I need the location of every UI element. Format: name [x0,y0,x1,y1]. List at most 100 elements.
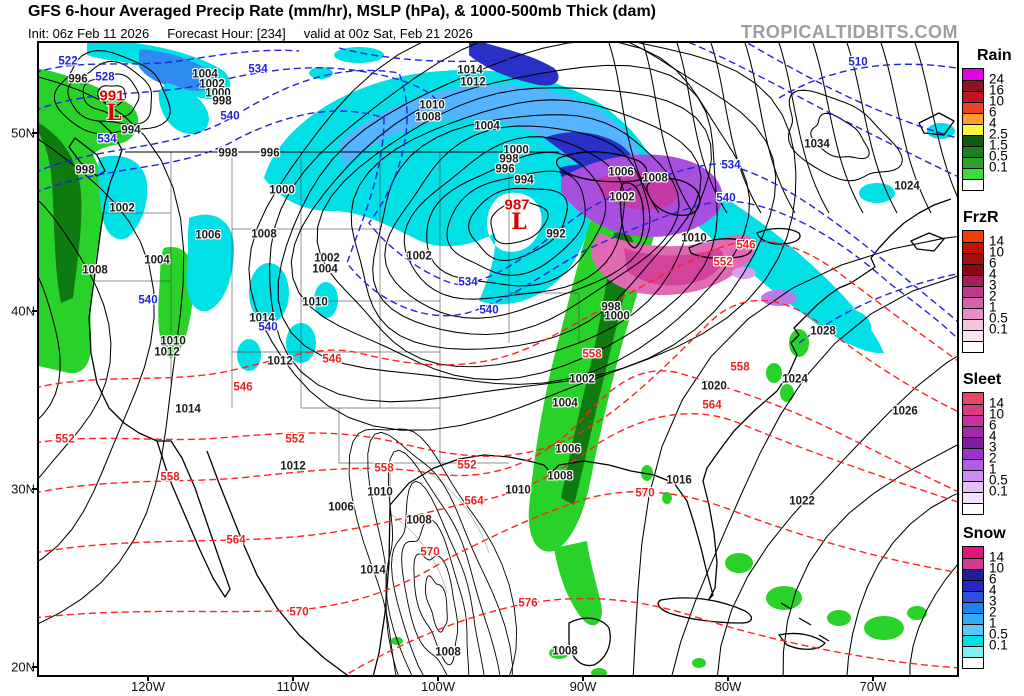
mslp-contour-label: 1024 [894,180,920,193]
thickness-cold-label: 540 [479,304,499,317]
mslp-contour-line [350,99,702,350]
mslp-contour-label: 1002 [569,373,595,386]
mslp-contour-label: 1000 [269,184,295,197]
lat-tick [32,310,39,312]
thickness-warm-label: 558 [730,361,750,374]
legend-value-label: 10 [989,244,1005,260]
thickness-contours-warm [39,240,957,675]
legend-color-swatch [963,264,983,275]
legend-color-swatch [963,102,983,113]
mslp-contour-label: 998 [75,164,95,177]
lat-axis-label: 40N [11,303,35,319]
mslp-contour-label: 1008 [415,111,441,124]
thickness-warm-label: 576 [518,597,538,610]
thickness-warm-label: 552 [457,459,477,472]
thickness-warm-label: 564 [464,495,484,508]
legend-color-swatch [963,113,983,124]
legend-color-swatch [963,448,983,459]
thickness-cold-label: 540 [138,294,158,307]
mslp-contour-line [778,43,830,214]
legend-color-swatch [963,635,983,646]
legend-color-swatch [963,341,983,352]
legend-title-rain: Rain [977,47,1012,64]
thickness-warm-label: 570 [420,546,440,559]
legend-value-label: 0.5 [989,148,1008,164]
watermark: TROPICALTIDBITS.COM [740,22,958,42]
mslp-contour-label: 1014 [175,403,201,416]
legend-color-swatch [963,437,983,448]
legend-color-swatch [963,242,983,253]
legend-colorbar-frzr [962,230,984,353]
thickness-warm-label: 558 [582,348,602,361]
legend-value-label: 0.1 [989,483,1008,499]
mslp-contour-line [446,170,586,276]
lat-axis-label: 20N [11,659,35,675]
legend-colorbar-rain [962,68,984,191]
mslp-contour-label: 1000 [205,87,231,100]
mslp-contour-line [710,43,762,214]
mslp-contour-line [385,449,501,675]
thickness-cold-label: 528 [95,71,115,84]
legend-value-label: 2 [989,450,997,466]
lon-axis-label: 70W [859,679,887,694]
mslp-contour-line [384,125,651,319]
mslp-contour-line [316,87,712,368]
legend-title-sleet: Sleet [963,371,1002,388]
mslp-contour-label: 1006 [608,166,634,179]
legend-value-label: 24 [989,71,1005,87]
mslp-contour-label: 1010 [367,486,393,499]
legend-color-swatch [963,657,983,668]
legend-value-label: 0.1 [989,159,1008,175]
mslp-contour-line [468,187,568,261]
legend-value-label: 4 [989,266,997,282]
legend-value-label: 0.5 [989,626,1008,642]
mslp-contour-line [39,76,185,624]
mslp-contour-line [269,43,777,403]
legend-color-swatch [963,426,983,437]
legend-color-swatch [963,124,983,135]
legend-value-label: 1 [989,299,997,315]
legend-value-label: 2.5 [989,126,1008,142]
low-pressure-symbol: L [106,100,122,126]
legend-color-swatch [963,91,983,102]
thickness-cold-label: 540 [716,192,736,205]
mslp-contour-line [39,139,155,562]
legend-value-label: 3 [989,593,997,609]
low-pressure-symbol: L [511,209,527,235]
mslp-contour-label: 1008 [552,645,578,658]
legend-color-swatch [963,492,983,503]
legend-title-frzr: FrzR [963,209,999,226]
legend-value-label: 0.5 [989,310,1008,326]
thickness-cold-label: 534 [721,159,741,172]
lat-tick [32,666,39,668]
mslp-contour-label: 1012 [280,460,306,473]
lat-tick [32,488,39,490]
mslp-contour-label: 1028 [810,325,836,338]
legend-color-swatch [963,231,983,242]
mslp-contour-label: 998 [499,153,519,166]
mslp-contour-label: 1014 [457,64,483,77]
mslp-contour-line [424,575,448,633]
mslp-contour-label: 1016 [666,474,692,487]
legend-title-snow: Snow [963,525,1006,542]
legend-color-swatch [963,80,983,91]
mslp-contour-label: 1010 [302,296,328,309]
thickness-cold-label: 534 [458,276,478,289]
lat-axis-label: 30N [11,481,35,497]
legend-color-swatch [963,470,983,481]
thickness-cold-label: 522 [58,55,78,68]
low-pressure-value: 991 [99,87,125,105]
thickness-warm-label: 558 [374,462,394,475]
mslp-contour-line [812,43,864,214]
legend-color-swatch [963,569,983,580]
legend-value-label: 4 [989,115,997,131]
legend-value-label: 14 [989,549,1005,565]
mslp-contour-label: 1002 [609,191,635,204]
mslp-contour-label: 1008 [251,228,277,241]
thickness-warm-label: 552 [55,433,75,446]
mslp-contour-label: 1022 [789,495,815,508]
legend-value-label: 4 [989,428,997,444]
legend-color-swatch [963,69,983,80]
legend-value-label: 1 [989,615,997,631]
